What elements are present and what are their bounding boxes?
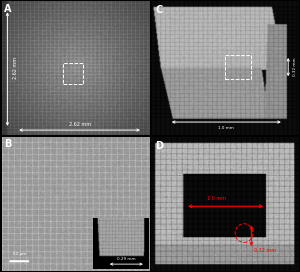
Text: 1.0 mm: 1.0 mm xyxy=(218,126,234,130)
Bar xyxy=(63,63,82,85)
Text: 1.0 mm: 1.0 mm xyxy=(206,196,226,200)
Text: 2.62 mm: 2.62 mm xyxy=(68,122,91,127)
Text: 0.32 mm: 0.32 mm xyxy=(254,248,276,253)
Bar xyxy=(225,55,251,79)
Text: C: C xyxy=(156,5,163,16)
Text: 2.62 mm: 2.62 mm xyxy=(13,57,18,79)
Text: D: D xyxy=(156,141,164,151)
Text: 0.32 mm: 0.32 mm xyxy=(292,58,297,76)
Text: 0.29 mm: 0.29 mm xyxy=(117,257,136,261)
Text: A: A xyxy=(4,4,12,14)
Text: 50 μm: 50 μm xyxy=(13,252,26,256)
Text: B: B xyxy=(4,139,12,149)
